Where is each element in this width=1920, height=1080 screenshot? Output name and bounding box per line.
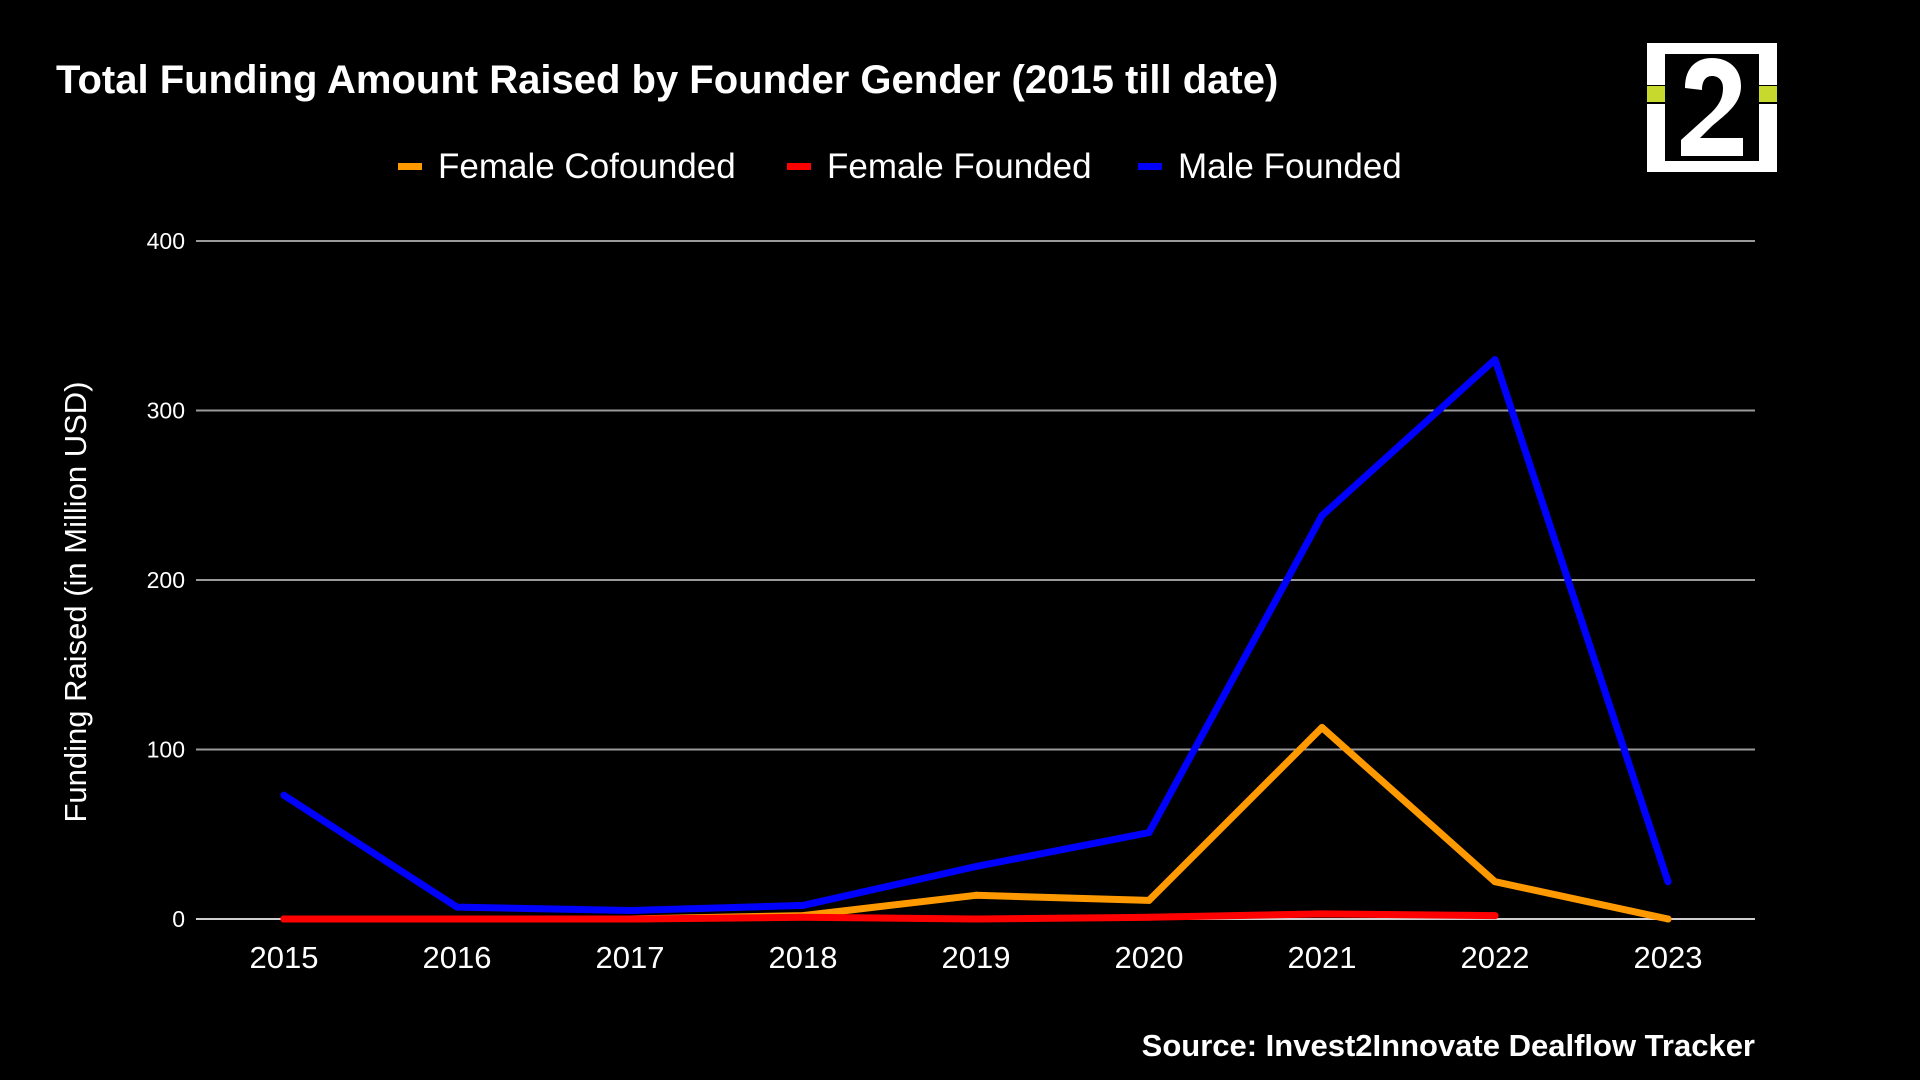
- legend-swatch: [787, 163, 811, 170]
- y-axis-label: Funding Raised (in Million USD): [58, 381, 93, 822]
- legend-label: Male Founded: [1178, 147, 1402, 186]
- legend-swatch: [398, 163, 422, 170]
- data-point: [972, 915, 980, 923]
- x-tick-label: 2020: [1115, 940, 1184, 975]
- y-axis-ticks: 0 100 200 300 400: [147, 228, 185, 932]
- data-point: [453, 903, 461, 911]
- x-tick-label: 2017: [596, 940, 665, 975]
- logo-two-glyph: [1681, 58, 1743, 156]
- y-tick-label: 200: [147, 567, 185, 593]
- data-point: [799, 913, 807, 921]
- legend-label: Female Cofounded: [438, 147, 736, 186]
- x-tick-label: 2023: [1634, 940, 1703, 975]
- data-point: [1664, 915, 1672, 923]
- legend-swatch: [1138, 163, 1162, 170]
- i2-logo: i2: [1647, 43, 1777, 172]
- data-point: [280, 791, 288, 799]
- data-point: [280, 915, 288, 923]
- data-point: [972, 862, 980, 870]
- source-note: Source: Invest2Innovate Dealflow Tracker: [1142, 1028, 1755, 1063]
- y-tick-label: 300: [147, 398, 185, 424]
- data-point: [1145, 913, 1153, 921]
- data-point: [1318, 723, 1326, 731]
- logo-accent-left: [1647, 86, 1665, 102]
- x-tick-label: 2016: [423, 940, 492, 975]
- data-point: [1491, 356, 1499, 364]
- data-point: [1491, 878, 1499, 886]
- x-tick-label: 2018: [769, 940, 838, 975]
- logo-frame-right-bottom: [1759, 104, 1777, 172]
- x-tick-label: 2019: [942, 940, 1011, 975]
- legend: Female Cofounded Female Founded Male Found…: [398, 147, 1402, 186]
- y-tick-label: 400: [147, 228, 185, 254]
- chart-title: Total Funding Amount Raised by Founder G…: [56, 58, 1278, 102]
- legend-item: Female Founded: [787, 147, 1092, 186]
- x-tick-label: 2021: [1288, 940, 1357, 975]
- logo-accent-right: [1759, 86, 1777, 102]
- data-point: [1318, 910, 1326, 918]
- data-point: [626, 907, 634, 915]
- logo-frame-left-bottom: [1647, 104, 1665, 172]
- data-point: [799, 901, 807, 909]
- data-point: [626, 915, 634, 923]
- data-point: [1664, 878, 1672, 886]
- legend-item: Female Cofounded: [398, 147, 736, 186]
- data-point: [1145, 896, 1153, 904]
- logo-frame-bottom: [1647, 161, 1777, 172]
- logo-frame-right-top: [1759, 43, 1777, 85]
- data-point: [453, 915, 461, 923]
- logo-frame-left-top: [1647, 43, 1665, 85]
- series-line-female-founded: [280, 910, 1499, 923]
- x-axis-ticks: 2015 2016 2017 2018 2019 2020 2021 2022 2023: [250, 940, 1703, 975]
- data-point: [1145, 829, 1153, 837]
- series-lines: [280, 356, 1672, 923]
- x-tick-label: 2015: [250, 940, 319, 975]
- legend-label: Female Founded: [827, 147, 1092, 186]
- x-tick-label: 2022: [1461, 940, 1530, 975]
- legend-item: Male Founded: [1138, 147, 1402, 186]
- y-tick-label: 0: [172, 906, 185, 932]
- data-point: [1491, 912, 1499, 920]
- data-point: [972, 891, 980, 899]
- y-tick-label: 100: [147, 737, 185, 763]
- logo-frame-top: [1647, 43, 1777, 54]
- data-point: [1318, 512, 1326, 520]
